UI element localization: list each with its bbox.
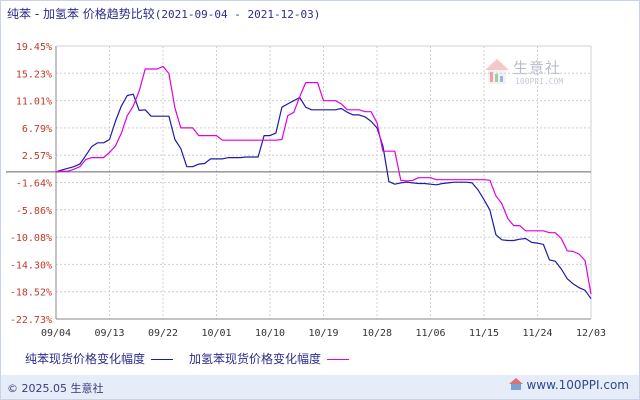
legend-swatch-series1 — [151, 359, 174, 360]
x-tick-label: 11/06 — [415, 328, 445, 339]
chart-title: 纯苯 - 加氢苯 价格趋势比较(2021-09-04 - 2021-12-03) — [7, 5, 320, 22]
y-tick-label: -5.86% — [16, 206, 52, 217]
x-tick-label: 09/04 — [41, 328, 71, 339]
y-tick-label: -14.30% — [10, 260, 52, 271]
y-tick-label: -1.64% — [16, 179, 52, 190]
x-tick-label: 10/01 — [201, 328, 231, 339]
legend-label-series1: 纯苯现货价格变化幅度 — [25, 352, 146, 366]
y-tick-label: -10.08% — [10, 233, 52, 244]
chart-title-text: 纯苯 - 加氢苯 价格趋势比较 — [7, 7, 155, 21]
series-line-1 — [55, 93, 592, 300]
x-tick-label: 12/03 — [576, 328, 606, 339]
watermark-brand: 生意社 — [513, 59, 562, 77]
x-tick-label: 09/22 — [148, 328, 178, 339]
y-tick-label: -18.52% — [10, 288, 52, 299]
legend-label-series2: 加氢苯现货价格变化幅度 — [189, 352, 322, 366]
x-tick-label: 11/24 — [522, 328, 552, 339]
x-tick-label: 10/28 — [362, 328, 392, 339]
date-range: (2021-09-04 - 2021-12-03) — [154, 8, 321, 21]
x-tick-label: 10/19 — [308, 328, 338, 339]
y-tick-label: 6.79% — [22, 124, 52, 135]
series-line-2 — [55, 65, 592, 295]
watermark-url: 100PPI.COM — [515, 77, 564, 86]
house-small-icon — [508, 378, 523, 390]
x-tick-label: 11/15 — [469, 328, 499, 339]
site-link[interactable]: www.100PPI.com — [508, 378, 629, 392]
y-tick-label: 2.57% — [22, 151, 52, 162]
x-tick-label: 10/10 — [255, 328, 285, 339]
legend: 纯苯现货价格变化幅度 加氢苯现货价格变化幅度 — [25, 350, 365, 367]
legend-swatch-series2 — [327, 359, 350, 360]
y-tick-label: 19.45% — [16, 42, 52, 53]
copyright-text: © 2025.05 生意社 — [7, 382, 104, 395]
y-tick-label: -22.73% — [10, 315, 52, 326]
y-tick-label: 11.01% — [16, 97, 52, 108]
x-tick-label: 09/13 — [94, 328, 124, 339]
footer: © 2025.05 生意社 www.100PPI.com — [1, 375, 639, 399]
site-url: www.100PPI.com — [526, 378, 629, 392]
y-tick-label: 15.23% — [16, 69, 52, 80]
